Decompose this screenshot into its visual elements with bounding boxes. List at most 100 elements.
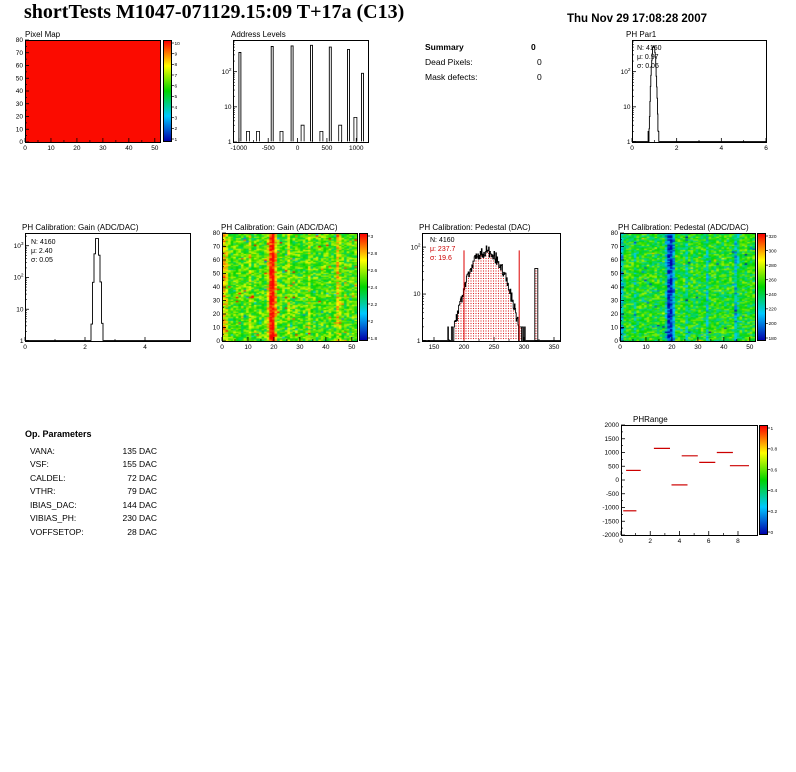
svg-text:40: 40 xyxy=(125,145,133,152)
summary-value: 0 xyxy=(531,42,536,52)
op-param-value: 28 DAC xyxy=(127,527,157,537)
svg-text:240: 240 xyxy=(769,292,777,298)
stat-line: σ: 19.6 xyxy=(430,255,452,262)
svg-text:10: 10 xyxy=(16,126,24,133)
svg-text:8: 8 xyxy=(175,62,178,68)
stat-line: σ: 0.05 xyxy=(31,257,53,264)
svg-text:500: 500 xyxy=(608,463,619,470)
report-timestamp: Thu Nov 29 17:08:28 2007 xyxy=(567,13,707,25)
svg-text:10: 10 xyxy=(413,291,421,298)
svg-text:5: 5 xyxy=(175,94,178,100)
svg-text:50: 50 xyxy=(611,271,619,278)
svg-text:1000: 1000 xyxy=(349,145,364,152)
stat-line: μ: 0.97 xyxy=(637,54,659,61)
svg-text:70: 70 xyxy=(611,244,619,251)
svg-text:70: 70 xyxy=(213,244,221,251)
stat-line: N: 4160 xyxy=(31,239,56,246)
svg-text:40: 40 xyxy=(16,88,24,95)
svg-text:2.8: 2.8 xyxy=(371,251,378,257)
svg-text:103: 103 xyxy=(14,241,24,250)
svg-text:0.6: 0.6 xyxy=(771,467,778,473)
svg-text:4: 4 xyxy=(175,105,178,111)
svg-text:2: 2 xyxy=(83,344,87,351)
svg-text:6: 6 xyxy=(707,538,711,545)
svg-text:10: 10 xyxy=(244,344,252,351)
svg-text:260: 260 xyxy=(769,278,777,284)
op-parameters-title: Op. Parameters xyxy=(25,429,92,439)
svg-text:2.4: 2.4 xyxy=(371,285,378,291)
svg-text:10: 10 xyxy=(16,306,24,313)
svg-text:2000: 2000 xyxy=(605,422,620,429)
stat-line: N: 4160 xyxy=(637,45,662,52)
svg-text:2: 2 xyxy=(175,126,178,132)
op-param-value: 155 DAC xyxy=(122,459,158,469)
stats-box-ph-par1: N: 4160 μ: 0.97 σ: 0.06 xyxy=(637,44,662,71)
address_levels-plot: -1000 -500 0 500 1000 1 10 102 xyxy=(222,40,369,152)
op-param-value: 72 DAC xyxy=(127,473,157,483)
svg-text:500: 500 xyxy=(321,145,332,152)
svg-text:10: 10 xyxy=(213,325,221,332)
svg-text:10: 10 xyxy=(642,344,650,351)
op-param-label: VTHR: xyxy=(30,486,56,496)
svg-text:320: 320 xyxy=(769,234,777,240)
svg-text:150: 150 xyxy=(429,344,440,351)
op-param-value: 79 DAC xyxy=(127,486,157,496)
svg-text:0: 0 xyxy=(614,338,618,345)
svg-text:0: 0 xyxy=(19,139,23,146)
svg-text:250: 250 xyxy=(489,344,500,351)
svg-text:200: 200 xyxy=(769,321,777,327)
op-param-label: VIBIAS_PH: xyxy=(30,513,77,523)
svg-text:0: 0 xyxy=(23,145,27,152)
svg-text:1: 1 xyxy=(627,139,631,146)
svg-text:40: 40 xyxy=(611,284,619,291)
svg-text:102: 102 xyxy=(411,242,421,251)
svg-text:-1500: -1500 xyxy=(602,518,619,525)
svg-text:20: 20 xyxy=(668,344,676,351)
svg-text:3: 3 xyxy=(371,234,374,240)
svg-text:30: 30 xyxy=(296,344,304,351)
svg-text:50: 50 xyxy=(746,344,754,351)
svg-text:30: 30 xyxy=(99,145,107,152)
svg-text:2.2: 2.2 xyxy=(371,302,378,308)
svg-text:3: 3 xyxy=(175,115,178,121)
svg-text:300: 300 xyxy=(519,344,530,351)
svg-text:50: 50 xyxy=(348,344,356,351)
svg-text:6: 6 xyxy=(175,83,178,89)
summary-title: Summary xyxy=(425,42,464,52)
svg-text:2: 2 xyxy=(371,319,374,325)
svg-text:220: 220 xyxy=(769,307,777,313)
svg-text:50: 50 xyxy=(213,271,221,278)
op-param-label: IBIAS_DAC: xyxy=(30,500,77,510)
stats-box-gain: N: 4160 μ: 2.40 σ: 0.05 xyxy=(31,238,56,265)
svg-text:70: 70 xyxy=(16,50,24,57)
svg-text:200: 200 xyxy=(459,344,470,351)
svg-text:1: 1 xyxy=(20,338,24,345)
svg-text:0: 0 xyxy=(619,538,623,545)
svg-text:60: 60 xyxy=(611,257,619,264)
chart-title-ph-par1: PH Par1 xyxy=(626,30,657,39)
svg-text:80: 80 xyxy=(16,37,24,44)
svg-text:-500: -500 xyxy=(606,491,619,498)
svg-text:80: 80 xyxy=(213,230,221,237)
page-title: shortTests M1047-071129.15:09 T+17a (C13… xyxy=(24,1,405,23)
svg-text:1000: 1000 xyxy=(605,450,620,457)
stat-line: μ: 2.40 xyxy=(31,248,53,255)
svg-text:1: 1 xyxy=(175,137,178,143)
svg-text:0.2: 0.2 xyxy=(771,509,778,515)
op-param-label: VSF: xyxy=(30,459,49,469)
op-param-value: 135 DAC xyxy=(122,446,158,456)
stat-line: σ: 0.06 xyxy=(637,63,659,70)
ph_range-plot: 0 2 4 6 8 2000 1500 1000 500 0 -500 -1000 -1500 -2000… xyxy=(602,422,777,545)
svg-text:1: 1 xyxy=(771,426,774,432)
svg-text:40: 40 xyxy=(322,344,330,351)
svg-text:1: 1 xyxy=(228,139,232,146)
svg-text:4: 4 xyxy=(720,145,724,152)
op-param-label: CALDEL: xyxy=(30,473,66,483)
svg-text:280: 280 xyxy=(769,263,777,269)
svg-text:20: 20 xyxy=(270,344,278,351)
svg-text:0: 0 xyxy=(216,338,220,345)
svg-text:30: 30 xyxy=(611,298,619,305)
stat-line: μ: 237.7 xyxy=(430,246,456,253)
svg-text:0: 0 xyxy=(618,344,622,351)
pedestal-map-canvas xyxy=(621,234,755,341)
